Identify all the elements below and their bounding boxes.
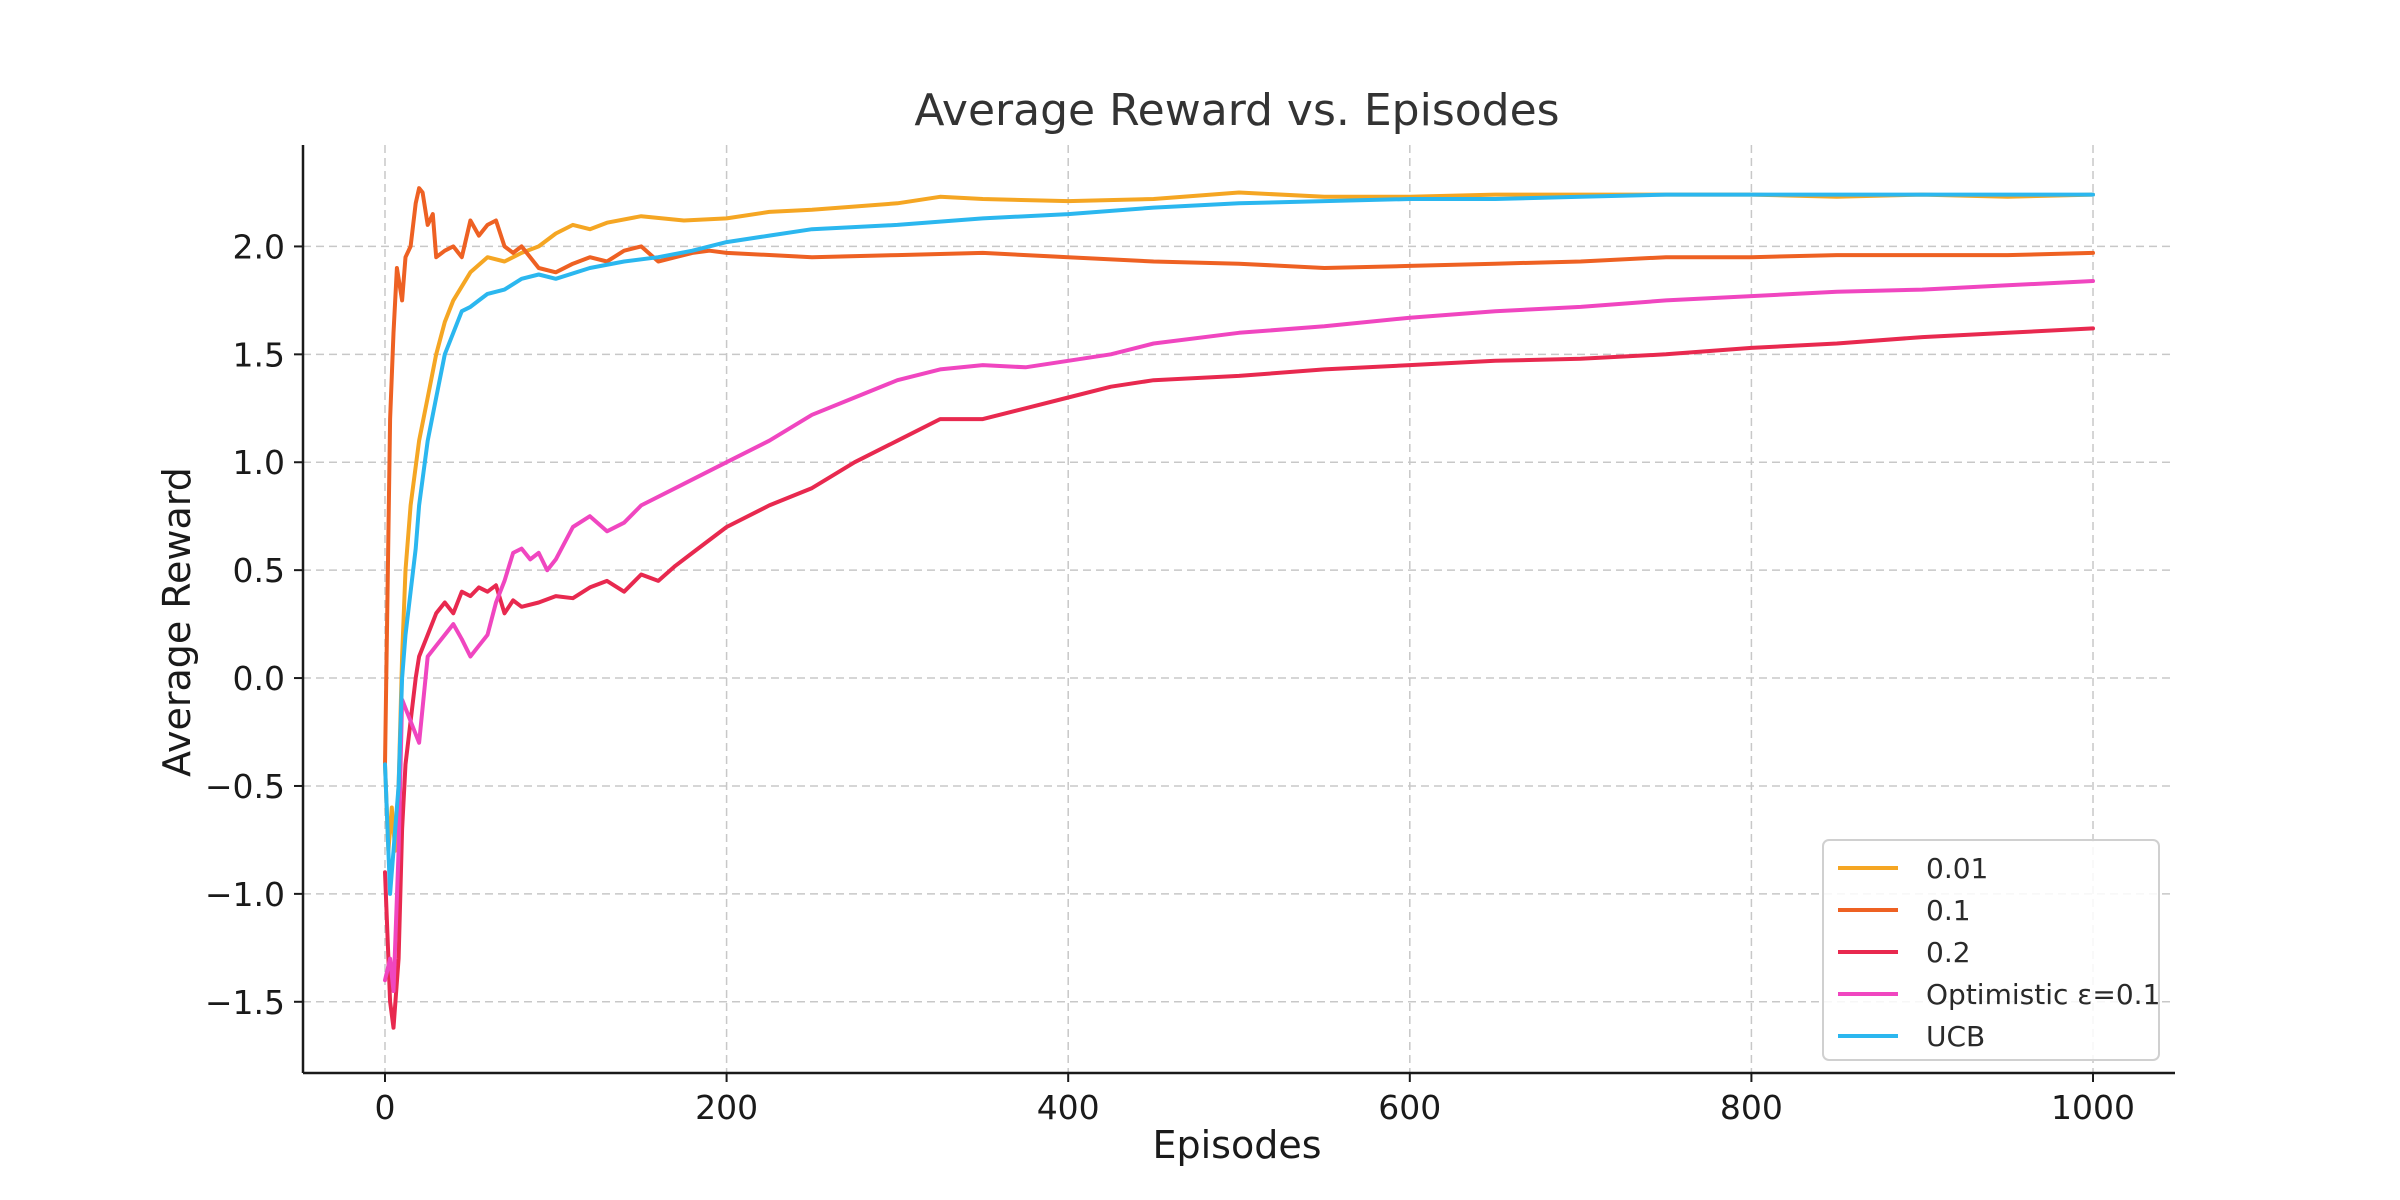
legend: 0.01 0.1 0.2 Optimistic ε=0.1 UCB [1822, 839, 2160, 1061]
y-tick-label: 1.0 [233, 443, 285, 482]
x-tick-label: 400 [1037, 1088, 1100, 1127]
y-tick-label: −0.5 [205, 767, 285, 806]
legend-label: 0.01 [1926, 852, 1988, 885]
y-tick-label: 0.0 [233, 659, 285, 698]
legend-label: 0.2 [1926, 936, 1971, 969]
x-tick-label: 800 [1720, 1088, 1783, 1127]
x-tick-label: 600 [1378, 1088, 1441, 1127]
axes [301, 145, 2175, 1075]
y-tick-label: −1.0 [205, 875, 285, 914]
legend-label: UCB [1926, 1020, 1985, 1053]
legend-box [1822, 839, 2160, 1061]
y-tick-label: 2.0 [233, 227, 285, 266]
series-line-2 [383, 326, 2095, 1030]
y-tick-label: 0.5 [233, 551, 285, 590]
y-axis-label: Average Reward [155, 467, 199, 777]
x-tick-label: 200 [695, 1088, 758, 1127]
y-tick-label: −1.5 [205, 983, 285, 1022]
grid-lines [303, 145, 2175, 1073]
series-line-0 [383, 190, 2095, 853]
x-tick-label: 1000 [2051, 1088, 2135, 1127]
legend-label: Optimistic ε=0.1 [1926, 978, 2160, 1011]
series-line-1 [383, 186, 2095, 767]
y-tick-label: 1.5 [233, 335, 285, 374]
x-tick-label: 0 [374, 1088, 395, 1127]
y-ticks: −1.5 −1.0 −0.5 0.0 0.5 1.0 1.5 2.0 [205, 227, 303, 1022]
series-line-4 [383, 192, 2095, 896]
x-ticks: 0 200 400 600 800 1000 [374, 1073, 2135, 1127]
x-axis-label: Episodes [1152, 1123, 1321, 1167]
chart-title: Average Reward vs. Episodes [914, 85, 1559, 136]
series-lines [383, 186, 2095, 1030]
legend-label: 0.1 [1926, 894, 1971, 927]
series-line-3 [383, 279, 2095, 993]
